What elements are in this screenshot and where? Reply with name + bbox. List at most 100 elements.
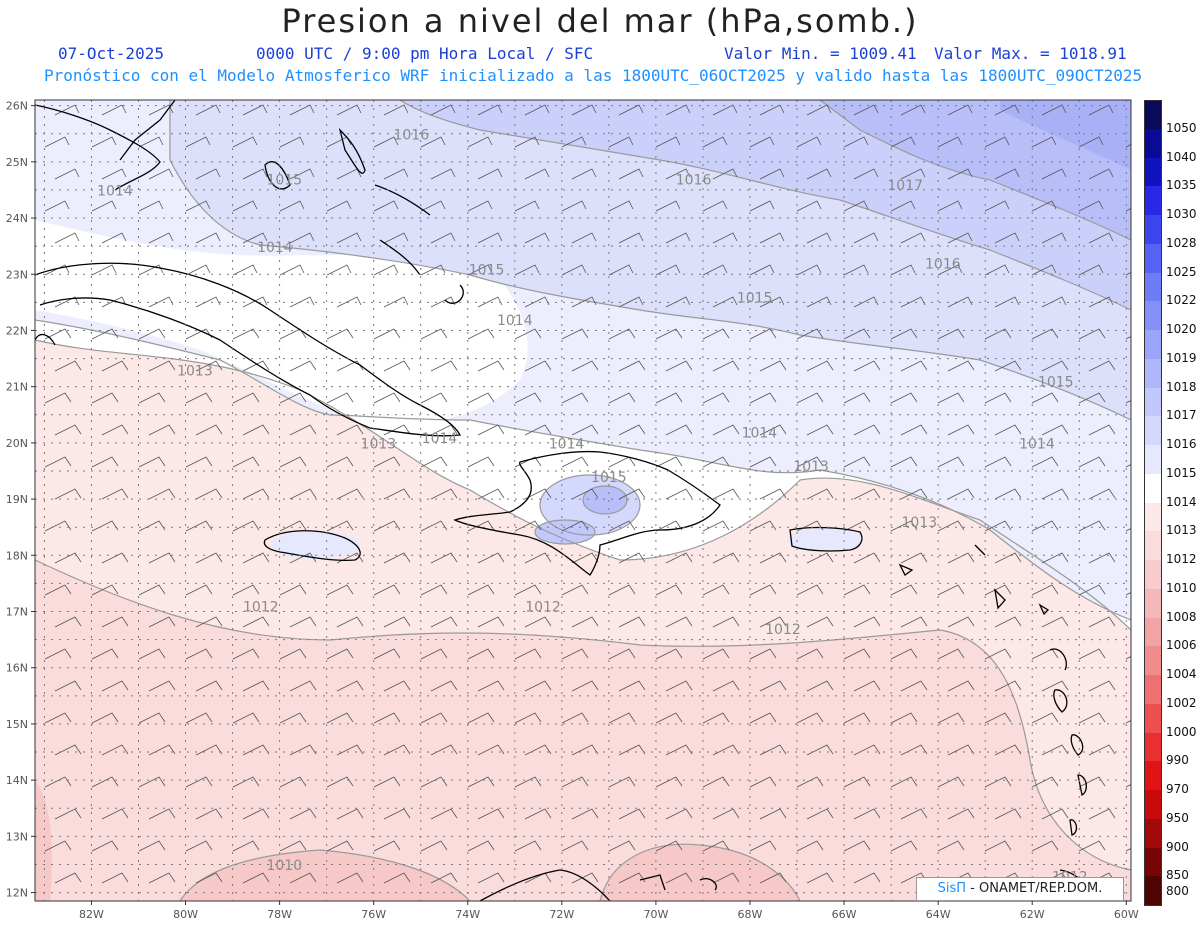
lon-label: 60W — [1114, 908, 1139, 921]
colorbar-label: 1002 — [1166, 695, 1197, 710]
time-info: 0000 UTC / 9:00 pm Hora Local / SFC — [256, 44, 594, 63]
colorbar-label: 1035 — [1166, 178, 1197, 193]
lon-label: 68W — [738, 908, 763, 921]
colorbar-segment — [1144, 186, 1162, 216]
colorbar-segment — [1144, 387, 1162, 417]
contour-label: 1017 — [887, 178, 923, 194]
contour-label: 1016 — [393, 127, 429, 143]
region-1010-south — [600, 844, 800, 901]
map-axes: 26N 25N 24N 23N 22N 21N 20N 19N 18N 17N 16N 15N 14N 1… — [6, 100, 1139, 921]
colorbar-label: 1015 — [1166, 465, 1197, 480]
colorbar-segment — [1144, 445, 1162, 475]
contour-label: 1016 — [925, 257, 961, 273]
colorbar-segment — [1144, 560, 1162, 590]
wind-barbs — [44, 104, 1131, 884]
lat-label: 25N — [6, 156, 28, 169]
colorbar-label: 1028 — [1166, 235, 1197, 250]
contour-label: 1014 — [257, 240, 293, 256]
contour-label: 1012 — [525, 600, 561, 616]
colorbar-label: 850 — [1166, 868, 1189, 883]
contour-label: 1015 — [266, 172, 302, 188]
value-max: Valor Max. = 1018.91 — [934, 44, 1127, 63]
lat-label: 12N — [6, 887, 28, 900]
colorbar-segment — [1144, 703, 1162, 733]
colorbar-label: 950 — [1166, 810, 1189, 825]
lat-label: 20N — [6, 437, 28, 450]
hispaniola-high-2 — [583, 486, 627, 514]
colorbar-segment — [1144, 330, 1162, 360]
credit-box: SisΠ - ONAMET/REP.DOM. — [916, 877, 1124, 901]
colorbar-segment — [1144, 157, 1162, 187]
contour-label: 1014 — [549, 437, 585, 453]
colorbar-segment — [1144, 243, 1162, 273]
lat-label: 19N — [6, 493, 28, 506]
colorbar-label: 1040 — [1166, 149, 1197, 164]
lat-label: 17N — [6, 606, 28, 619]
colorbar-segment — [1144, 617, 1162, 647]
colorbar-segment — [1144, 215, 1162, 245]
colorbar-label: 1016 — [1166, 437, 1197, 451]
lat-label: 15N — [6, 718, 28, 731]
contour-label: 1013 — [361, 437, 397, 453]
lat-label: 16N — [6, 662, 28, 675]
contour-label: 1015 — [591, 470, 627, 486]
contour-label: 1010 — [266, 858, 302, 874]
region-1010-west — [180, 850, 470, 901]
colorbar-label: 1050 — [1166, 120, 1197, 135]
colorbar-label: 900 — [1166, 839, 1189, 854]
contour-label: 1014 — [497, 313, 533, 329]
colorbar-label: 1022 — [1166, 293, 1197, 308]
colorbar-label: 1017 — [1166, 408, 1197, 423]
colorbar-legend: 1050 1040 1035 1030 1028 1025 1022 1020 1019 1018… — [1144, 100, 1200, 906]
colorbar-label: 1014 — [1166, 494, 1197, 509]
colorbar-segment — [1144, 847, 1162, 877]
colorbar-segment — [1144, 502, 1162, 532]
colorbar-label: 1000 — [1166, 724, 1197, 739]
contour-label: 1014 — [97, 184, 133, 200]
colorbar-segment — [1144, 790, 1162, 820]
contour-label: 1015 — [1038, 375, 1074, 391]
contour-label: 1015 — [737, 290, 773, 306]
colorbar-segment — [1144, 646, 1162, 676]
colorbar-label: 1013 — [1166, 523, 1197, 538]
value-min: Valor Min. = 1009.41 — [724, 44, 917, 63]
contour-label: 1013 — [902, 515, 938, 531]
colorbar-segment — [1144, 675, 1162, 705]
credit-brand: SisΠ — [937, 881, 967, 896]
colorbar-label: 1030 — [1166, 207, 1197, 221]
lon-label: 70W — [643, 908, 668, 921]
lat-label: 18N — [6, 549, 28, 562]
lon-label: 82W — [79, 908, 104, 921]
lon-label: 76W — [361, 908, 386, 921]
colorbar-label: 1010 — [1166, 580, 1197, 595]
lat-label: 14N — [6, 774, 28, 787]
contour-label: 1013 — [177, 363, 213, 379]
colorbar-label: 1012 — [1166, 552, 1197, 566]
lon-label: 80W — [173, 908, 198, 921]
lon-label: 62W — [1020, 908, 1045, 921]
credit-text: - ONAMET/REP.DOM. — [970, 881, 1103, 896]
colorbar-label: 1020 — [1166, 322, 1197, 336]
colorbar-segment — [1144, 531, 1162, 561]
chart-title: Presion a nivel del mar (hPa,somb.) — [281, 2, 919, 40]
contour-label: 1013 — [793, 459, 829, 475]
colorbar-segment — [1144, 761, 1162, 791]
contour-label: 1015 — [469, 262, 505, 278]
colorbar-label: 990 — [1166, 753, 1189, 768]
region-1013-strip — [35, 220, 528, 424]
region-1018 — [1000, 100, 1131, 170]
colorbar-label: 970 — [1166, 782, 1189, 796]
contour-label: 1014 — [742, 425, 778, 441]
lat-label: 26N — [6, 100, 28, 113]
colorbar-label: 1019 — [1166, 350, 1197, 365]
colorbar-label: 1006 — [1166, 638, 1197, 653]
contour-label: 1016 — [676, 172, 712, 188]
lon-label: 74W — [455, 908, 480, 921]
region-1017 — [820, 100, 1131, 240]
colorbar-segment — [1144, 818, 1162, 848]
region-1010-sw — [35, 780, 52, 901]
lat-label: 22N — [6, 324, 28, 337]
lon-label: 72W — [549, 908, 574, 921]
colorbar-label: 1008 — [1166, 609, 1197, 624]
